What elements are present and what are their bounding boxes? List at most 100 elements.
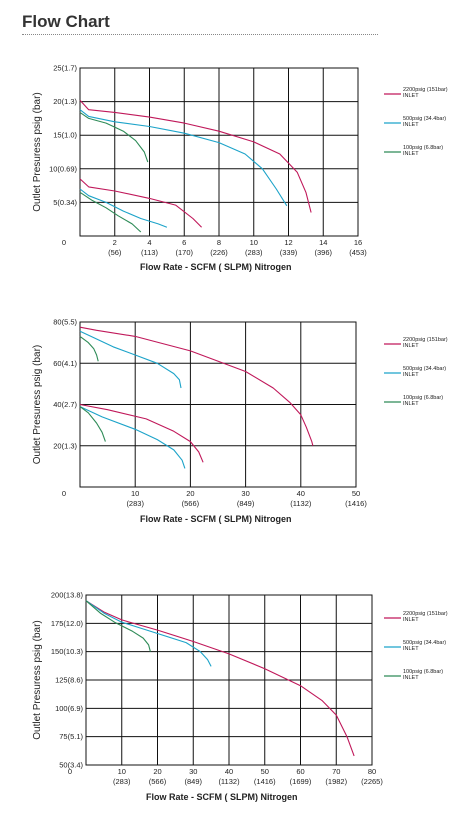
chart2-x-tick-label: 50 <box>352 489 360 498</box>
chart1-x-tick-label: 16 <box>354 238 362 247</box>
page-title: Flow Chart <box>22 12 110 31</box>
chart2-legend-sublabel: INLET <box>403 343 419 349</box>
chart1-legend-label: 100psig (6.8bar) <box>403 145 443 151</box>
chart1-series-line <box>79 188 168 228</box>
chart3-x-tick-sublabel: (1699) <box>290 777 312 786</box>
chart1-series-line <box>79 191 142 233</box>
chart3-x-tick-sublabel: (1416) <box>254 777 276 786</box>
chart1-y-tick-label: 20(1.3) <box>53 97 77 106</box>
chart2-series-line <box>79 406 186 469</box>
chart2-legend-label: 2200psig (151bar) <box>403 337 448 343</box>
chart1-x-tick-label: 2 <box>113 238 117 247</box>
chart3-x-tick-label: 10 <box>118 767 126 776</box>
chart2-x-axis-title: Flow Rate - SCFM ( SLPM) Nitrogen <box>140 514 292 524</box>
chart2-x-tick-label: 10 <box>131 489 139 498</box>
chart1-x-tick-label: 14 <box>319 238 327 247</box>
chart1-y-tick-label: 5(0.34) <box>53 198 77 207</box>
chart2-y-tick-label: 40(2.7) <box>53 400 77 409</box>
chart1-legend-label: 500psig (34.4bar) <box>403 116 446 122</box>
chart1-legend-sublabel: INLET <box>403 93 419 99</box>
chart1-legend-sublabel: INLET <box>403 151 419 157</box>
chart3-x-tick-sublabel: (849) <box>184 777 202 786</box>
chart1-x-tick-sublabel: (396) <box>314 248 332 257</box>
chart3-legend-sublabel: INLET <box>403 675 419 681</box>
chart1-series-line <box>79 111 149 163</box>
chart1-x-tick-sublabel: (226) <box>210 248 228 257</box>
chart3-y-axis-title: Outlet Presuress psig (bar) <box>32 620 43 740</box>
chart2-x-tick-sublabel: (849) <box>237 499 255 508</box>
chart3-x-tick-label: 0 <box>68 767 72 776</box>
chart1-legend-label: 2200psig (151bar) <box>403 87 448 93</box>
chart2-legend-sublabel: INLET <box>403 372 419 378</box>
chart1-x-axis-title: Flow Rate - SCFM ( SLPM) Nitrogen <box>140 262 292 272</box>
chart3-x-tick-label: 40 <box>225 767 233 776</box>
chart3-x-tick-label: 80 <box>368 767 376 776</box>
chart1-x-tick-label: 12 <box>284 238 292 247</box>
chart3-legend-label: 2200psig (151bar) <box>403 611 448 617</box>
chart2-x-tick-label: 40 <box>297 489 305 498</box>
chart2-series-line <box>79 403 204 463</box>
chart2-x-tick-sublabel: (1416) <box>345 499 367 508</box>
chart2-x-tick-label: 30 <box>241 489 249 498</box>
chart1-x-tick-sublabel: (170) <box>175 248 193 257</box>
chart3-series-line <box>85 600 355 757</box>
chart2-legend-label: 100psig (6.8bar) <box>403 395 443 401</box>
chart3-x-tick-label: 60 <box>296 767 304 776</box>
chart1-x-tick-sublabel: (283) <box>245 248 263 257</box>
chart3-y-tick-label: 100(6.9) <box>55 704 83 713</box>
title-divider <box>22 34 378 35</box>
chart1-y-tick-label: 25(1.7) <box>53 64 77 73</box>
chart1-plot-frame <box>79 67 359 237</box>
chart1-x-tick-sublabel: (56) <box>108 248 122 257</box>
chart3-legend-label: 100psig (6.8bar) <box>403 669 443 675</box>
chart1-x-tick-sublabel: (339) <box>280 248 298 257</box>
chart1-x-tick-sublabel: (453) <box>349 248 367 257</box>
chart3-series-line <box>85 600 151 652</box>
chart3-x-axis-title: Flow Rate - SCFM ( SLPM) Nitrogen <box>146 792 298 802</box>
chart1-x-tick-label: 4 <box>147 238 151 247</box>
chart3-x-tick-label: 30 <box>189 767 197 776</box>
chart3-y-tick-label: 150(10.3) <box>51 647 84 656</box>
chart3-series-line <box>85 600 212 667</box>
chart2-legend-sublabel: INLET <box>403 401 419 407</box>
chart1-y-axis-title: Outlet Presuress psig (bar) <box>32 92 43 212</box>
chart2-series-line <box>79 330 182 389</box>
chart3-y-tick-label: 125(8.6) <box>55 676 83 685</box>
chart3-legend-sublabel: INLET <box>403 646 419 652</box>
chart1-series-line <box>79 109 288 207</box>
chart3-legend-label: 500psig (34.4bar) <box>403 640 446 646</box>
chart1-x-tick-label: 8 <box>217 238 221 247</box>
chart2-x-tick-sublabel: (1132) <box>290 499 312 508</box>
chart3-y-tick-label: 50(3.4) <box>59 761 83 770</box>
chart2-y-tick-label: 20(1.3) <box>53 441 77 450</box>
chart2-x-tick-sublabel: (283) <box>126 499 144 508</box>
chart3-legend-sublabel: INLET <box>403 617 419 623</box>
chart2-x-tick-label: 0 <box>62 489 66 498</box>
chart2-x-tick-label: 20 <box>186 489 194 498</box>
chart2-legend-label: 500psig (34.4bar) <box>403 366 446 372</box>
chart1-x-tick-label: 6 <box>182 238 186 247</box>
chart2-series-line <box>79 406 106 442</box>
chart3-x-tick-sublabel: (566) <box>149 777 167 786</box>
chart1-y-tick-label: 15(1.0) <box>53 131 77 140</box>
chart3-x-tick-label: 20 <box>153 767 161 776</box>
chart3-x-tick-sublabel: (1982) <box>325 777 347 786</box>
chart2-y-tick-label: 80(5.5) <box>53 318 77 327</box>
chart2-y-axis-title: Outlet Presuress psig (bar) <box>32 345 43 465</box>
chart3-x-tick-sublabel: (283) <box>113 777 131 786</box>
chart2-x-tick-sublabel: (566) <box>182 499 200 508</box>
chart3-plot-frame <box>85 594 373 766</box>
chart3-x-tick-sublabel: (1132) <box>218 777 240 786</box>
chart1-x-tick-label: 10 <box>250 238 258 247</box>
chart1-x-tick-label: 0 <box>62 238 66 247</box>
chart1-series-line <box>79 99 312 213</box>
chart1-y-tick-label: 10(0.69) <box>49 164 77 173</box>
chart1-series-line <box>79 178 202 228</box>
chart3-y-tick-label: 175(12.0) <box>51 619 84 628</box>
chart3-x-tick-sublabel: (2265) <box>361 777 383 786</box>
chart3-x-tick-label: 70 <box>332 767 340 776</box>
chart2-series-line <box>79 335 99 362</box>
chart3-y-tick-label: 75(5.1) <box>59 732 83 741</box>
chart3-x-tick-label: 50 <box>261 767 269 776</box>
